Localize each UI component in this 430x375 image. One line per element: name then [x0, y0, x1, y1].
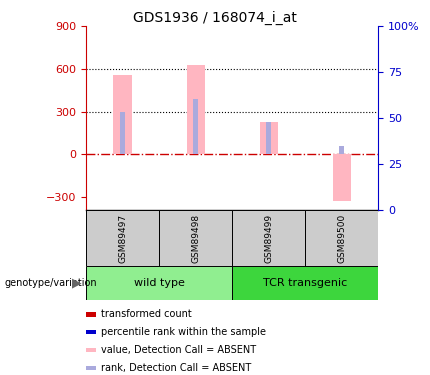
Bar — [339, 146, 344, 154]
Text: GSM89498: GSM89498 — [191, 214, 200, 262]
Text: value, Detection Call = ABSENT: value, Detection Call = ABSENT — [101, 345, 257, 355]
Bar — [260, 122, 278, 154]
Bar — [114, 75, 132, 154]
Text: GSM89500: GSM89500 — [338, 213, 346, 263]
Bar — [86, 312, 95, 316]
Bar — [86, 330, 95, 334]
Text: rank, Detection Call = ABSENT: rank, Detection Call = ABSENT — [101, 363, 252, 373]
Text: ▶: ▶ — [72, 277, 82, 290]
Bar — [232, 266, 378, 300]
Bar — [333, 154, 351, 201]
Bar — [187, 65, 205, 154]
Bar — [86, 210, 159, 266]
Text: TCR transgenic: TCR transgenic — [263, 278, 347, 288]
Text: wild type: wild type — [134, 278, 184, 288]
Text: GDS1936 / 168074_i_at: GDS1936 / 168074_i_at — [133, 11, 297, 26]
Text: genotype/variation: genotype/variation — [4, 278, 97, 288]
Text: GSM89499: GSM89499 — [264, 214, 273, 262]
Bar — [305, 210, 378, 266]
Bar — [159, 210, 232, 266]
Bar — [120, 112, 125, 154]
Text: transformed count: transformed count — [101, 309, 192, 320]
Bar — [266, 122, 271, 154]
Bar — [86, 366, 95, 370]
Bar — [86, 266, 232, 300]
Text: percentile rank within the sample: percentile rank within the sample — [101, 327, 267, 337]
Bar — [193, 99, 198, 154]
Text: GSM89497: GSM89497 — [118, 214, 127, 262]
Bar — [86, 348, 95, 352]
Bar — [232, 210, 305, 266]
